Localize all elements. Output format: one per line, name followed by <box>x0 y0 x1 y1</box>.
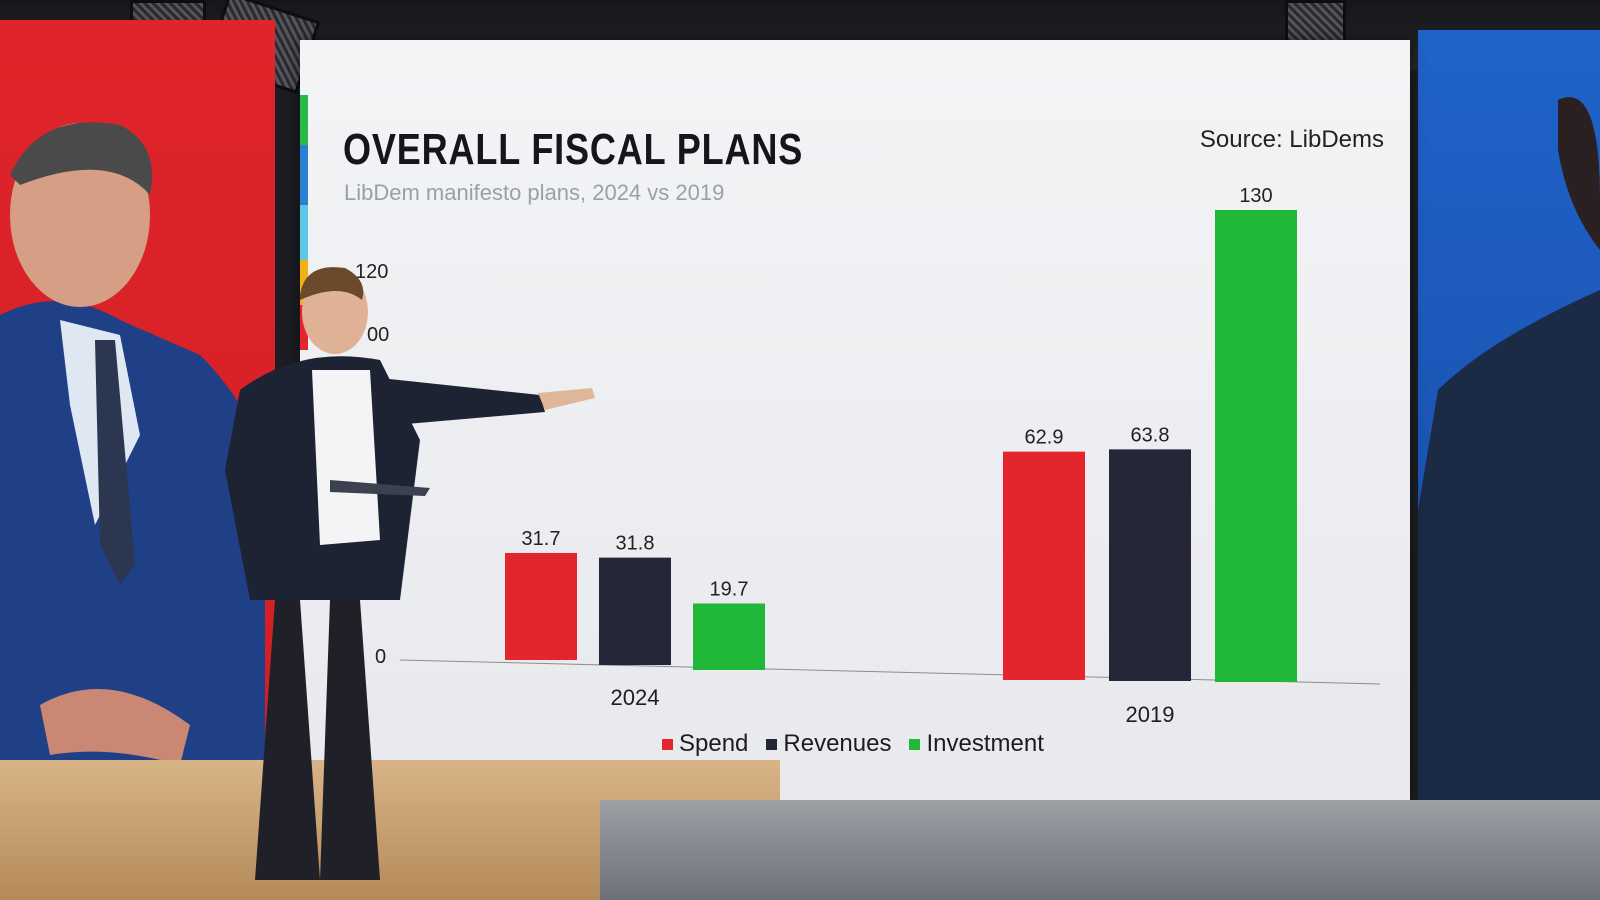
legend-label: Revenues <box>783 730 892 757</box>
legend-swatch <box>662 738 673 750</box>
category-label: 2019 <box>1126 702 1175 727</box>
legend-item-spend: Spend <box>662 730 748 758</box>
bar-revenues-2024 <box>599 557 671 665</box>
bar-spend-2019 <box>1003 451 1085 680</box>
legend-item-revenues: Revenues <box>766 730 891 758</box>
studio-floor-grey <box>600 800 1600 900</box>
bar-investment-2019 <box>1215 210 1297 682</box>
bar-spend-2024 <box>505 552 577 660</box>
bar-revenues-2019 <box>1109 449 1191 681</box>
bar-value-label: 31.7 <box>522 528 561 550</box>
left-portrait-image <box>0 122 265 825</box>
bar-value-label: 19.7 <box>710 578 749 600</box>
bar-value-label: 62.9 <box>1025 427 1064 449</box>
chart-title: OVERALL FISCAL PLANS <box>343 125 804 174</box>
bar-value-label: 63.8 <box>1131 424 1170 446</box>
legend-label: Spend <box>679 730 749 757</box>
bar-value-label: 31.8 <box>616 533 655 555</box>
right-portrait-image <box>1418 97 1600 880</box>
category-label: 2024 <box>611 685 660 710</box>
y-tick-label: 00 <box>367 324 389 346</box>
y-tick-label: 0 <box>375 646 386 668</box>
bar-value-label: 130 <box>1239 185 1272 207</box>
legend-swatch <box>766 738 778 750</box>
chart-subtitle: LibDem manifesto plans, 2024 vs 2019 <box>344 180 725 205</box>
bar-investment-2024 <box>693 603 765 670</box>
legend-swatch <box>909 738 921 750</box>
legend-item-investment: Investment <box>909 730 1044 758</box>
chart-legend: Spend Revenues Investment <box>662 730 1044 758</box>
legend-label: Investment <box>926 730 1044 757</box>
y-tick-label: 120 <box>355 261 388 283</box>
chart-source: Source: LibDems <box>1199 126 1384 153</box>
